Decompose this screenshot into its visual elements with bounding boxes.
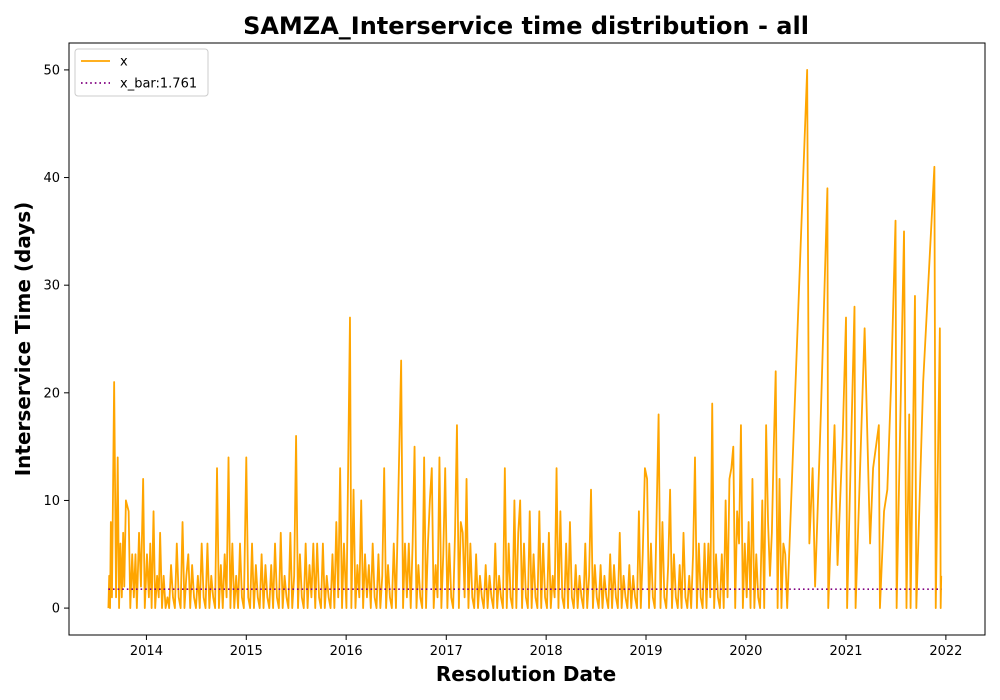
x-tick-label: 2022 [929,644,962,659]
chart-title: SAMZA_Interservice time distribution - a… [243,12,809,40]
y-tick-label: 20 [43,386,60,401]
series-line-x [107,69,943,609]
x-tick-label: 2020 [729,644,762,659]
legend-label: x_bar:1.761 [120,77,197,92]
x-axis-label: Resolution Date [436,662,616,686]
x-tick-label: 2017 [430,644,463,659]
x-tick-label: 2018 [530,644,563,659]
y-tick-label: 0 [52,602,60,617]
y-tick-label: 10 [43,494,60,509]
x-tick-label: 2014 [130,644,163,659]
y-tick-label: 30 [43,279,60,294]
x-tick-label: 2021 [829,644,862,659]
legend: x x_bar:1.761 [74,48,209,97]
x-tick-label: 2015 [230,644,263,659]
y-axis-label: Interservice Time (days) [11,202,35,477]
x-tick-label: 2019 [629,644,662,659]
y-axis: 0 10 20 30 40 50 [43,63,69,617]
x-axis: 2014 2015 2016 2017 2018 2019 2020 2021 2022 [130,635,962,659]
y-tick-label: 50 [43,63,60,78]
legend-label: x [120,55,128,70]
axes-frame [68,42,986,636]
x-tick-label: 2016 [330,644,363,659]
plot-area [68,42,986,636]
y-tick-label: 40 [43,171,60,186]
